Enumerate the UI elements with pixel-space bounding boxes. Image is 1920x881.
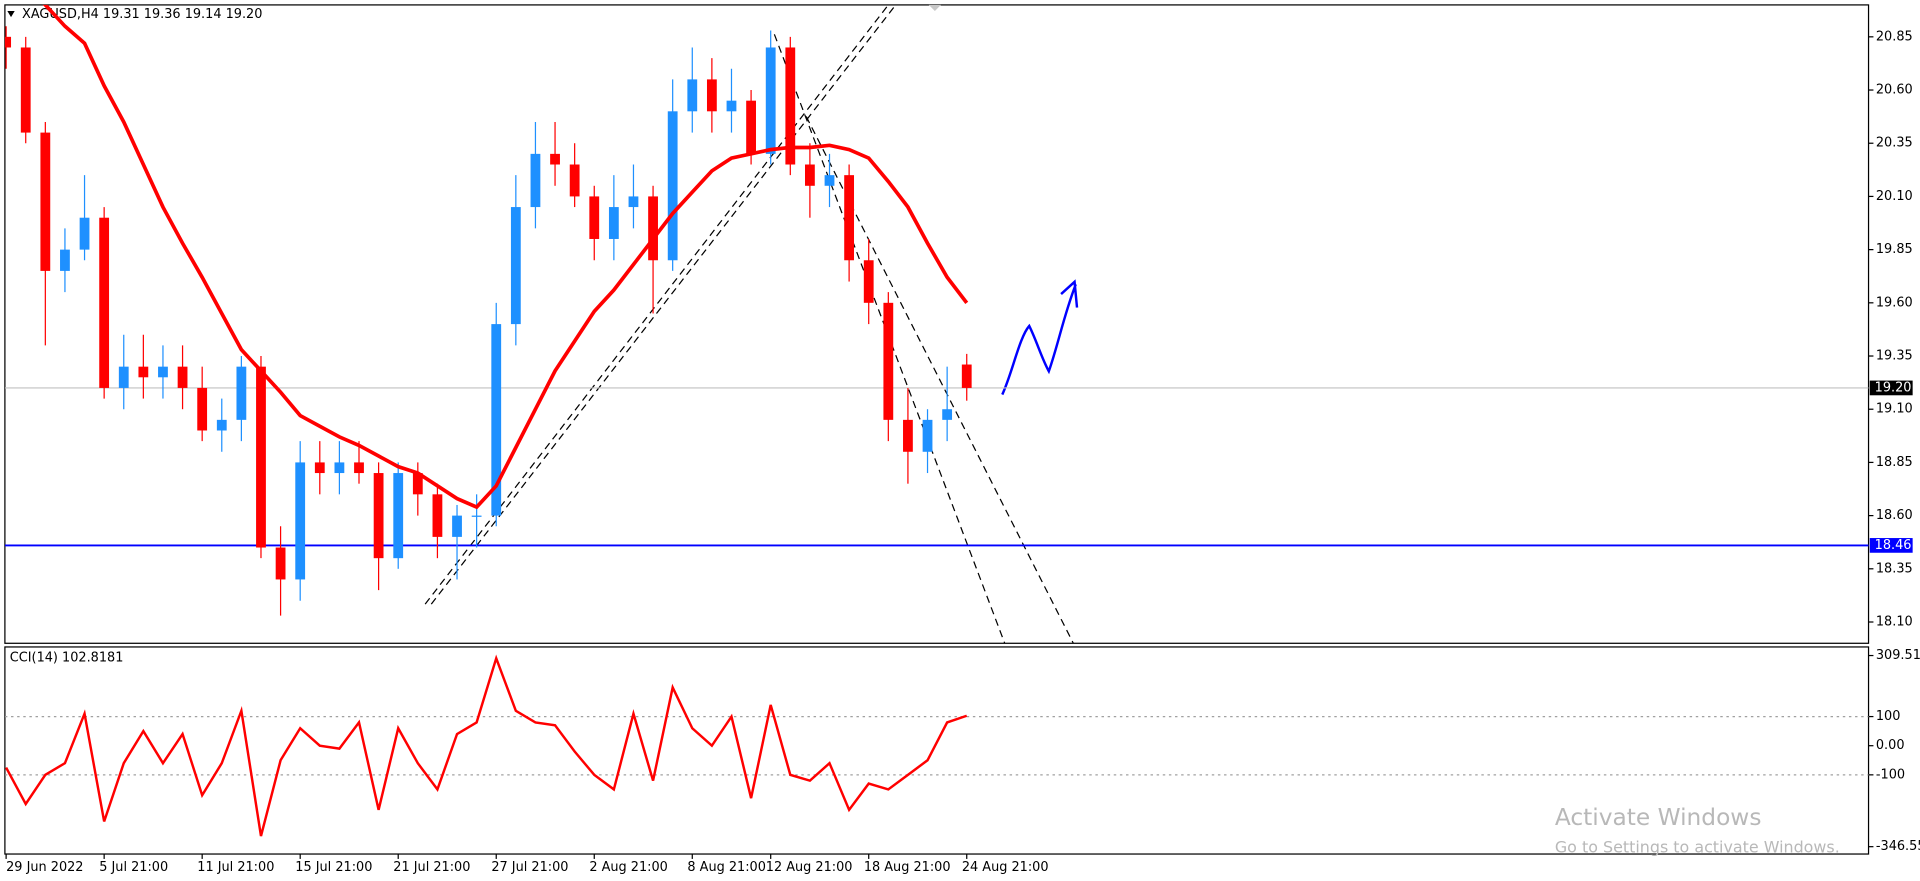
candle-body [79, 217, 90, 250]
candle-body [883, 302, 894, 420]
candle-body [432, 494, 443, 537]
candle-body [373, 473, 384, 559]
y-tick-label: 18.10 [1876, 615, 1913, 630]
candle-body [60, 249, 70, 271]
candle-body [785, 47, 796, 165]
trend-line [430, 4, 897, 605]
cci-plot [4, 654, 1869, 837]
y-tick-label: 19.85 [1876, 242, 1913, 257]
candle-body [491, 324, 502, 516]
candle-body [922, 419, 933, 452]
price-plot [4, 4, 1869, 616]
candle-body [746, 100, 756, 154]
y-tick-label: 20.85 [1876, 29, 1913, 44]
y-tick-label: -100 [1876, 767, 1905, 782]
candle-body [863, 260, 874, 303]
x-tick-label: 8 Aug 21:00 [687, 860, 766, 875]
candle-body [314, 462, 325, 474]
x-tick-label: 11 Jul 21:00 [197, 860, 274, 875]
y-tick-label: 20.35 [1876, 136, 1913, 151]
candle-body [706, 79, 717, 112]
candle-body [726, 100, 737, 112]
candle-body [20, 47, 31, 133]
candle-body [256, 366, 266, 548]
watermark-subtitle: Go to Settings to activate Windows. [1555, 837, 1840, 856]
cci-line [5, 654, 968, 837]
candle-body [4, 36, 12, 48]
candle-body [550, 153, 560, 165]
y-tick-label: 309.514 [1876, 648, 1920, 663]
candle-body [687, 79, 698, 112]
candle-body [99, 217, 110, 388]
candle-body [667, 111, 678, 261]
x-tick-label: 12 Aug 21:00 [766, 860, 853, 875]
candle-body [412, 473, 423, 495]
candle-body [805, 164, 815, 186]
candle-body [275, 547, 286, 580]
y-tick-label: 0.00 [1876, 738, 1905, 753]
scroll-marker [928, 4, 942, 12]
candle-body [354, 462, 364, 474]
candle-body [118, 366, 129, 388]
candle-body [471, 515, 482, 517]
y-tick-label: 18.85 [1876, 455, 1913, 470]
y-tick-label: 18.35 [1876, 561, 1913, 576]
candle-body [903, 419, 913, 452]
y-tick-label: 18.60 [1876, 508, 1913, 523]
candle-body [961, 364, 972, 388]
chart-title: XAGUSD,H4 19.31 19.36 19.14 19.20 [22, 7, 262, 22]
candle-body [236, 366, 247, 420]
candle-body [608, 207, 619, 239]
x-tick-label: 2 Aug 21:00 [589, 860, 668, 875]
y-tick-label: 19.35 [1876, 349, 1913, 364]
candle-body [138, 366, 149, 378]
hand-drawn-arrow [1001, 279, 1079, 396]
price-label-box [1869, 538, 1913, 553]
cci-panel [4, 646, 1870, 855]
price-label: 19.20 [1875, 380, 1912, 395]
candle-body [216, 419, 227, 431]
candle-body [942, 409, 953, 420]
y-tick-label: 20.60 [1876, 83, 1913, 98]
candle-body [510, 207, 521, 325]
watermark-title: Activate Windows [1555, 804, 1762, 831]
x-tick-label: 18 Aug 21:00 [864, 860, 951, 875]
menu-triangle [7, 11, 15, 18]
y-tick-label: 100 [1876, 709, 1901, 724]
indicator-title: CCI(14) 102.8181 [10, 650, 124, 665]
candle-body [334, 462, 345, 474]
candle-body [177, 366, 188, 388]
candle-body [295, 462, 306, 580]
price-label-box [1869, 380, 1913, 396]
x-tick-label: 5 Jul 21:00 [99, 860, 168, 875]
candle-body [393, 473, 404, 559]
candle-body [765, 47, 776, 154]
y-tick-label: -346.559 [1876, 839, 1920, 854]
candle-body [452, 515, 462, 537]
candle-body [824, 175, 835, 186]
candle-body [197, 387, 208, 431]
x-tick-label: 29 Jun 2022 [6, 860, 83, 875]
candle-body [628, 196, 639, 208]
trend-line [424, 4, 889, 605]
y-tick-label: 20.10 [1876, 189, 1913, 204]
x-tick-label: 15 Jul 21:00 [295, 860, 372, 875]
x-tick-label: 27 Jul 21:00 [491, 860, 568, 875]
x-tick-label: 21 Jul 21:00 [393, 860, 470, 875]
moving-average [42, 4, 969, 510]
candle-body [158, 366, 168, 378]
candle-body [844, 175, 855, 261]
y-tick-label: 19.10 [1876, 402, 1913, 417]
candle-body [40, 132, 51, 271]
candle-body [648, 196, 658, 261]
candle-body [569, 164, 580, 197]
candle-body [589, 196, 600, 239]
price-label: 18.46 [1875, 538, 1912, 553]
y-tick-label: 19.60 [1876, 295, 1913, 310]
candle-body [530, 153, 541, 208]
x-tick-label: 24 Aug 21:00 [962, 860, 1049, 875]
